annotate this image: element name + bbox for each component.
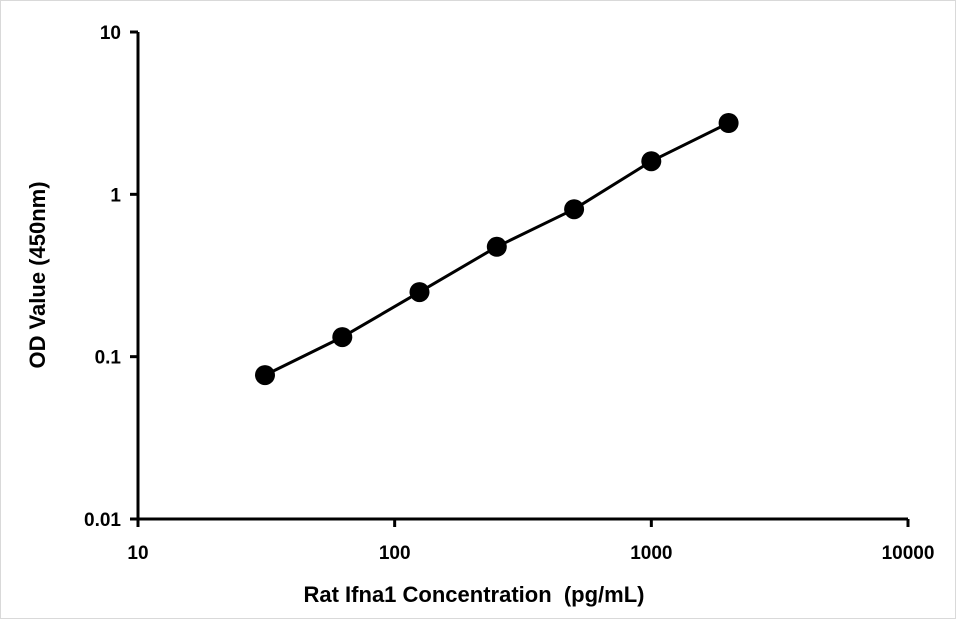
data-point [641, 151, 662, 172]
y-axis-title: OD Value (450nm) [25, 181, 50, 368]
data-point [486, 236, 507, 257]
data-point [409, 282, 430, 303]
data-point [255, 365, 275, 386]
y-tick-label: 1 [110, 185, 121, 206]
data-point [564, 199, 585, 220]
x-axis-title: Rat Ifna1 Concentration (pg/mL) [304, 582, 645, 607]
data-point [718, 113, 739, 133]
x-tick-label: 10000 [882, 543, 935, 564]
x-tick-label: 1000 [630, 543, 672, 564]
x-tick-label: 10 [127, 543, 148, 564]
y-tick-label: 0.1 [95, 348, 122, 369]
x-tick-label: 100 [379, 543, 411, 564]
y-tick-label: 10 [100, 23, 121, 44]
data-point [332, 327, 353, 348]
y-tick-label: 0.01 [84, 510, 121, 531]
